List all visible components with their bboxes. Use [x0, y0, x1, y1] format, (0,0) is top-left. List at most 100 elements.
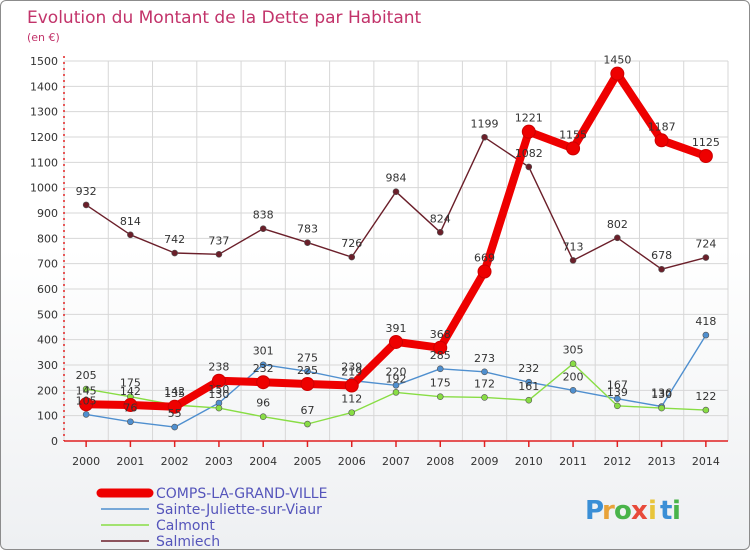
logo-letter: P [585, 496, 604, 526]
series-points [79, 66, 713, 431]
data-label-calmont: 161 [518, 380, 539, 393]
data-label-calmont: 112 [341, 393, 362, 406]
data-point-sainte-juliette [481, 368, 488, 376]
data-point-comps [654, 133, 669, 148]
axes: 0 100 200 300 400 500 600 700 800 900 1000 1100 1200… [30, 55, 728, 468]
data-point-comps [300, 377, 315, 391]
data-label-salmiech: 724 [695, 238, 716, 251]
data-label-salmiech: 783 [297, 223, 318, 236]
data-label-salmiech: 932 [76, 185, 97, 198]
y-tick-label: 200 [37, 384, 58, 397]
data-label-salmiech: 713 [563, 240, 584, 253]
data-label-comps: 1125 [692, 136, 720, 149]
data-point-sainte-juliette [127, 418, 134, 426]
data-label-comps: 1155 [559, 128, 587, 141]
x-tick-label: 2011 [559, 455, 587, 468]
x-tick-label: 2006 [338, 455, 366, 468]
data-point-sainte-juliette [525, 378, 533, 386]
y-tick-label: 1200 [30, 131, 58, 144]
data-label-calmont: 175 [120, 377, 141, 390]
chart-subtitle: (en €) [27, 31, 60, 44]
logo-letter: r [602, 496, 615, 526]
data-label-calmont: 142 [164, 385, 185, 398]
data-point-calmont [658, 404, 665, 412]
data-label-calmont: 139 [607, 386, 628, 399]
legend-item-calmont: Calmont [156, 518, 215, 534]
data-label-comps: 1221 [515, 112, 543, 125]
x-tick-label: 2012 [603, 455, 631, 468]
logo-letter: o [614, 496, 632, 526]
data-point-salmiech [614, 234, 621, 242]
series-line-salmiech [85, 136, 707, 270]
y-tick-label: 1000 [30, 182, 58, 195]
y-tick-label: 800 [37, 232, 58, 245]
data-label-calmont: 96 [256, 397, 270, 410]
x-tick-label: 2014 [692, 455, 720, 468]
data-label-sainte-juliette: 200 [563, 370, 584, 383]
data-point-sainte-juliette [304, 368, 311, 375]
x-tick-label: 2010 [515, 455, 543, 468]
data-point-calmont [304, 420, 311, 428]
logo-letter: t [660, 496, 672, 526]
data-point-comps [211, 373, 226, 388]
data-point-calmont [614, 402, 621, 410]
data-label-salmiech: 737 [208, 234, 229, 247]
y-tick-label: 1400 [30, 80, 58, 93]
data-point-salmiech [392, 188, 400, 196]
data-point-comps [256, 375, 271, 390]
data-label-sainte-juliette: 418 [695, 315, 716, 328]
data-label-calmont: 130 [651, 388, 672, 401]
data-label-calmont: 67 [300, 404, 314, 417]
data-point-comps [698, 149, 713, 163]
data-point-salmiech [171, 249, 178, 257]
logo-letter: i [672, 496, 681, 526]
logo-letter: x [631, 496, 648, 526]
data-labels: 932 814 742 737 838 783 726 984 824 1199 1082 713 80… [76, 54, 720, 420]
data-label-calmont: 305 [563, 344, 584, 357]
data-point-calmont [569, 360, 577, 368]
data-label-salmiech: 814 [120, 215, 141, 228]
data-label-calmont: 130 [208, 388, 229, 401]
data-point-sainte-juliette [171, 423, 178, 431]
data-label-sainte-juliette: 220 [386, 365, 407, 378]
data-point-calmont [259, 413, 267, 420]
data-label-sainte-juliette: 136 [651, 387, 672, 400]
data-point-salmiech [82, 201, 90, 209]
data-point-calmont [82, 385, 90, 393]
data-label-salmiech: 726 [341, 237, 362, 250]
y-tick-label: 700 [37, 258, 58, 271]
data-label-sainte-juliette: 285 [430, 349, 451, 362]
data-point-calmont [525, 396, 533, 404]
y-tick-label: 1500 [30, 55, 58, 68]
data-point-salmiech [259, 225, 267, 233]
legend-item-sainte-juliette: Sainte-Juliette-sur-Viaur [156, 502, 322, 518]
data-label-comps: 391 [386, 322, 407, 335]
x-tick-label: 2013 [648, 455, 676, 468]
data-point-sainte-juliette [614, 395, 621, 402]
data-label-comps: 368 [430, 328, 451, 341]
data-label-comps: 225 [297, 364, 318, 377]
data-label-sainte-juliette: 167 [607, 379, 628, 392]
data-label-salmiech: 1082 [515, 147, 543, 160]
data-point-sainte-juliette [702, 331, 710, 339]
data-label-salmiech: 1199 [471, 117, 499, 130]
data-point-comps [566, 141, 581, 156]
data-label-sainte-juliette: 275 [297, 351, 318, 364]
legend: COMPS-LA-GRAND-VILLE Sainte-Juliette-sur… [96, 486, 327, 549]
data-label-sainte-juliette: 105 [76, 394, 97, 407]
data-point-calmont [392, 389, 400, 396]
data-point-salmiech [525, 163, 533, 171]
data-point-salmiech [658, 265, 665, 273]
data-point-sainte-juliette [392, 381, 400, 389]
data-label-sainte-juliette: 55 [168, 407, 182, 420]
data-point-salmiech [215, 250, 223, 258]
data-label-salmiech: 984 [386, 172, 407, 185]
y-tick-label: 900 [37, 207, 58, 220]
y-tick-label: 100 [37, 410, 58, 423]
data-label-salmiech: 802 [607, 218, 628, 231]
legend-item-comps: COMPS-LA-GRAND-VILLE [156, 486, 327, 502]
data-label-comps: 238 [208, 361, 229, 374]
data-point-salmiech [569, 257, 577, 264]
data-label-sainte-juliette: 232 [518, 362, 539, 375]
